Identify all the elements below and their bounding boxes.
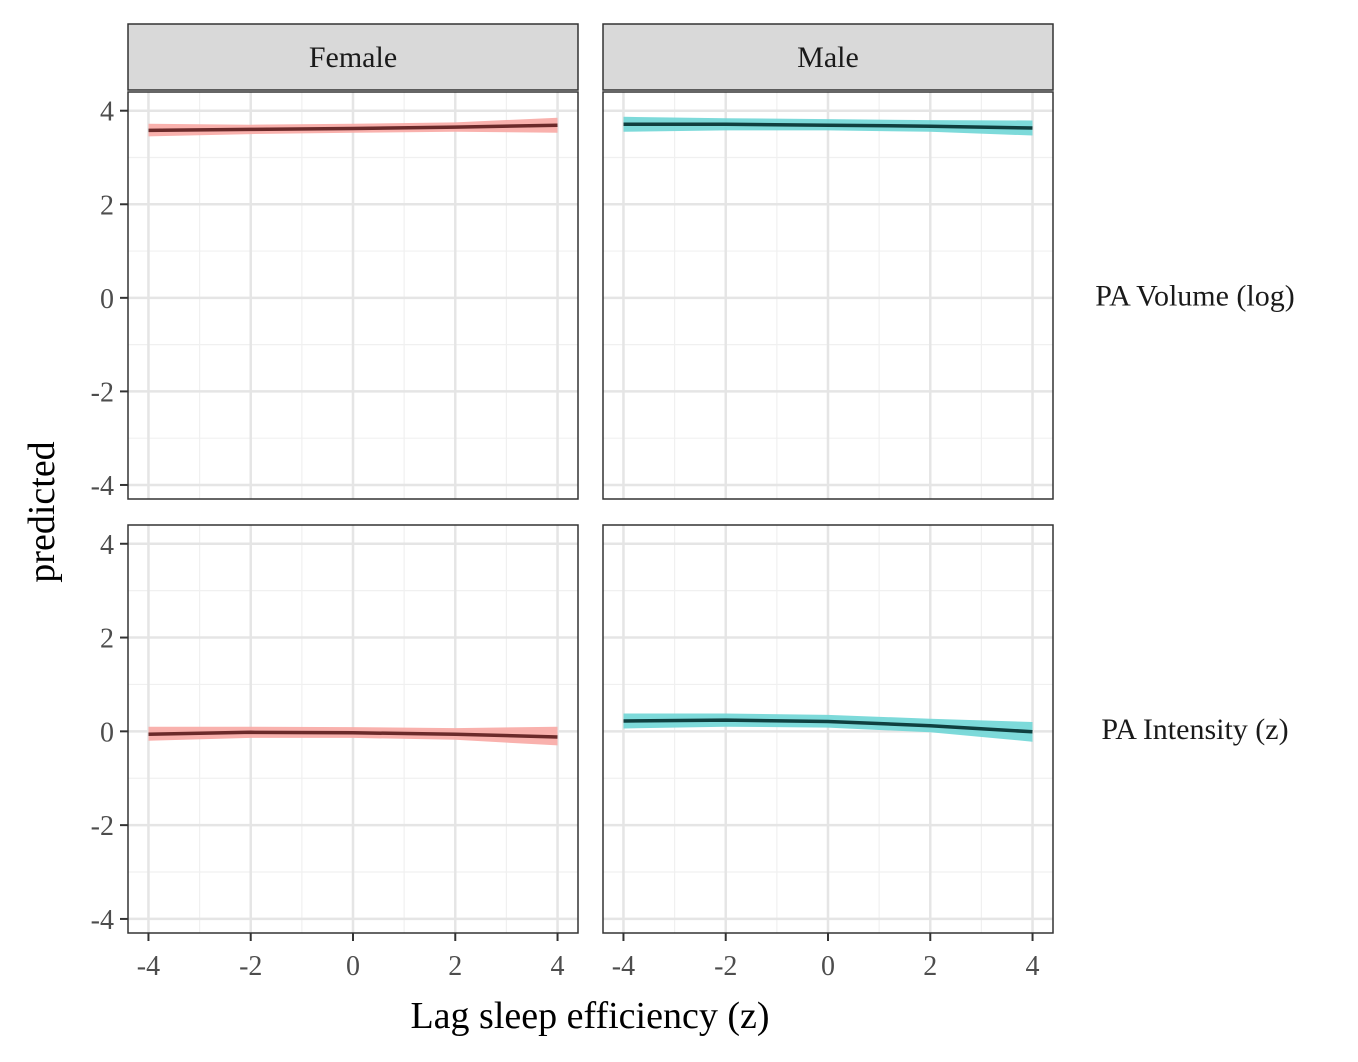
prediction-line-male [623, 122, 1033, 130]
strips-layer: Female Male PA Volume (log) PA Intensity (z… [127, 23, 1295, 746]
x-tick-label: -2 [714, 951, 737, 982]
prediction-line-female [148, 730, 558, 739]
strip-label-male: Male [797, 41, 859, 74]
x-tick-label: 2 [448, 951, 462, 982]
x-tick-label: 4 [551, 951, 565, 982]
row-label-volume: PA Volume (log) [1095, 280, 1295, 313]
y-axis-title: predicted [21, 441, 63, 582]
x-tick-label: 0 [821, 951, 835, 982]
panel-0-1 [602, 91, 1054, 500]
strip-female [127, 23, 579, 91]
strip-label-female: Female [309, 41, 397, 74]
y-tick-label: -4 [91, 905, 114, 936]
prediction-line-male [623, 718, 1033, 734]
y-tick-label: 0 [100, 284, 114, 315]
panel-1-0 [127, 524, 579, 934]
y-tick-label: -2 [91, 377, 114, 408]
panel-border [602, 91, 1054, 500]
x-axis-title: Lag sleep efficiency (z) [410, 995, 769, 1037]
row-label-intensity: PA Intensity (z) [1101, 713, 1288, 746]
panel-0-0 [127, 91, 579, 500]
x-tick-label: 0 [346, 951, 360, 982]
x-tick-label: -2 [239, 951, 262, 982]
y-tick-label: -2 [91, 811, 114, 842]
prediction-line-female [148, 123, 558, 133]
strip-male [602, 23, 1054, 91]
panel-1-1 [602, 524, 1054, 934]
x-tick-label: 2 [923, 951, 937, 982]
y-tick-label: 2 [100, 624, 114, 655]
panels-layer [127, 91, 1054, 934]
y-tick-label: 0 [100, 717, 114, 748]
panel-border [127, 91, 579, 500]
x-tick-label: -4 [612, 951, 635, 982]
y-tick-label: 2 [100, 190, 114, 221]
y-tick-label: 4 [100, 97, 114, 128]
axes-layer: -4 -2 0 2 4 -4 -2 0 2 4 -4 -2 0 2 4 -4 -2 0 2 4 [91, 97, 1040, 982]
x-tick-label: 4 [1026, 951, 1040, 982]
y-tick-label: 4 [100, 530, 114, 561]
x-tick-label: -4 [137, 951, 160, 982]
y-tick-label: -4 [91, 471, 114, 502]
